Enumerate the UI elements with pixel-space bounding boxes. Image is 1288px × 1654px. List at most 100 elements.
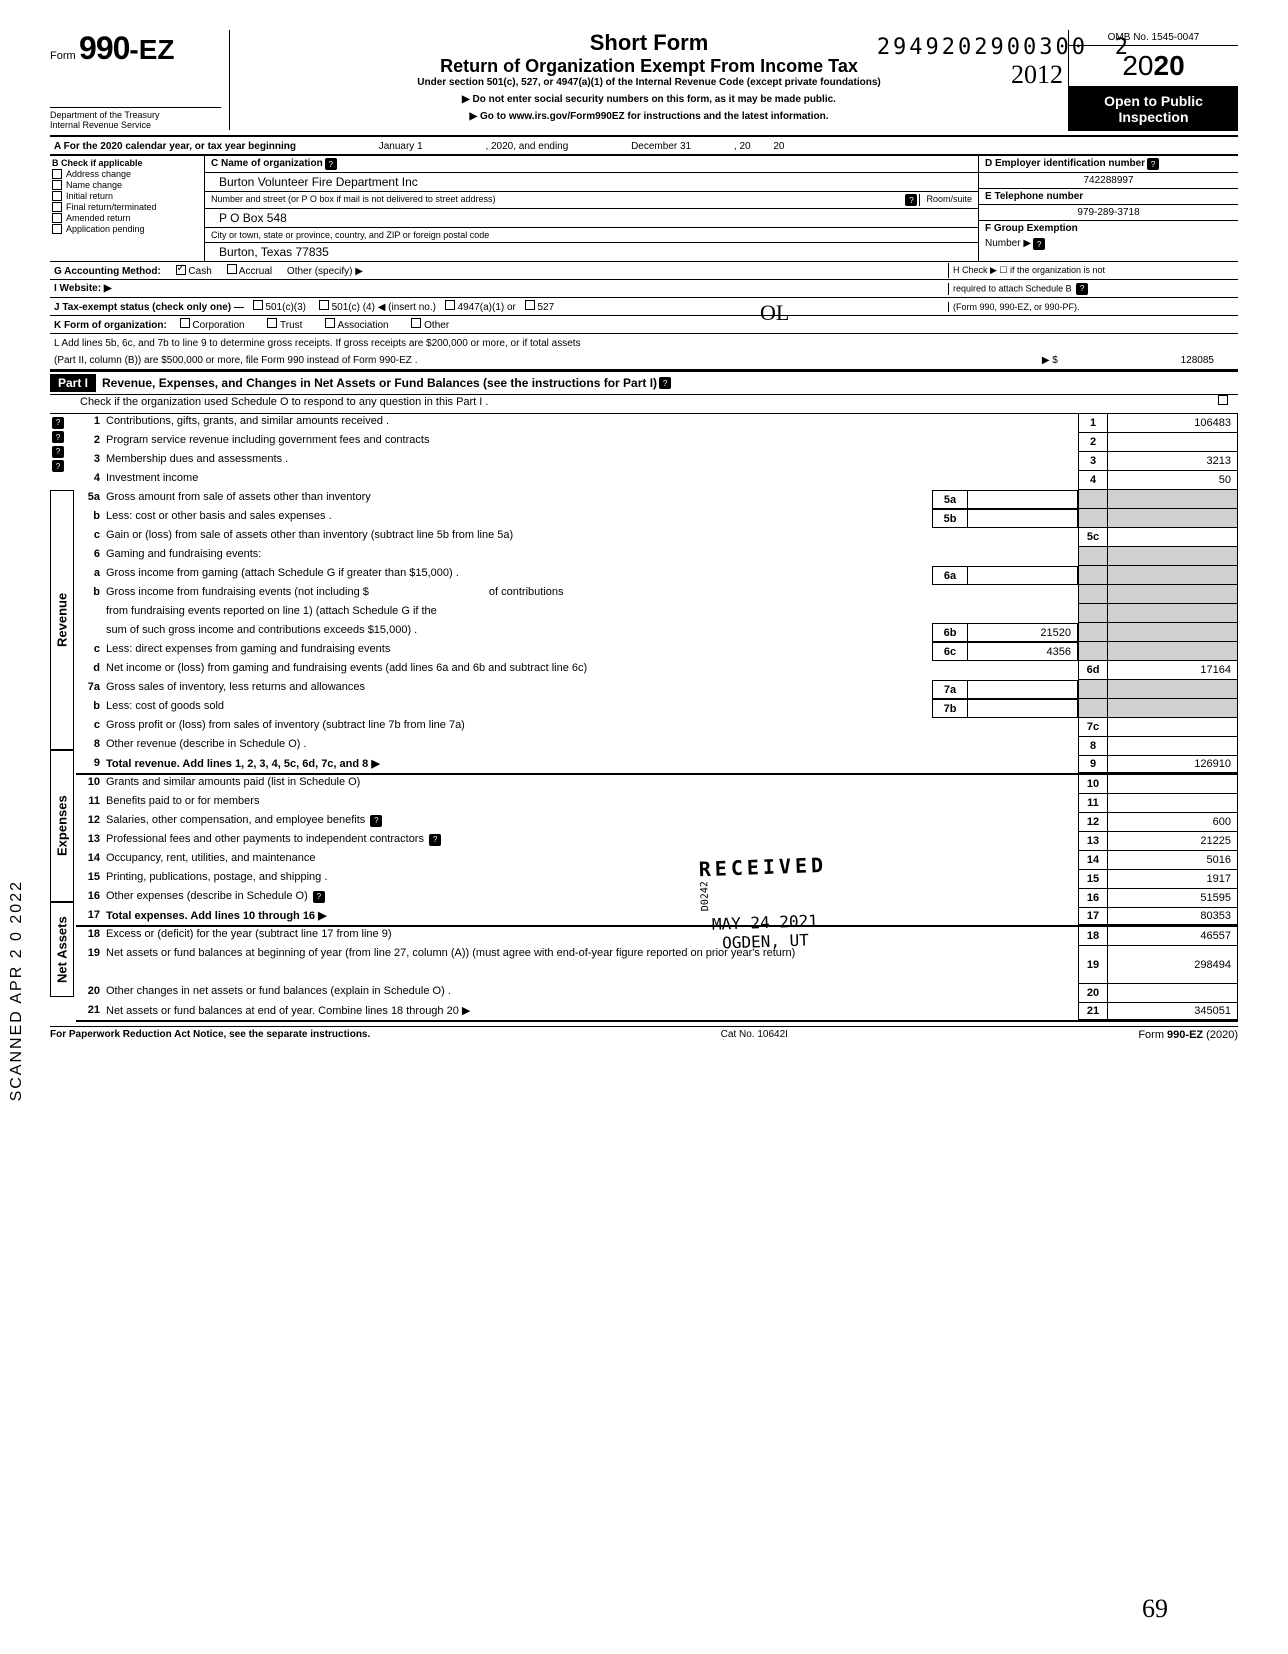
ln-6b-shade2 [1108, 585, 1238, 604]
ln-12-num: 12 [76, 813, 106, 832]
open-public-2: Inspection [1073, 109, 1234, 125]
ln-18-text: Excess or (deficit) for the year (subtra… [106, 927, 1078, 946]
lbl-initial-return: Initial return [66, 191, 113, 201]
ln-5a-shade2 [1108, 490, 1238, 509]
help-icon[interactable]: ? [429, 834, 441, 846]
ln-7c-val [1108, 718, 1238, 737]
cb-amended-return[interactable] [52, 213, 62, 223]
ln-10-box: 10 [1078, 775, 1108, 794]
ln-13-text: Professional fees and other payments to … [106, 833, 424, 845]
ln-9-val: 126910 [1108, 756, 1238, 773]
cb-final-return[interactable] [52, 202, 62, 212]
group-exempt-label: F Group Exemption [985, 223, 1078, 234]
ln-13-num: 13 [76, 832, 106, 851]
section-bcdef: B Check if applicable Address change Nam… [50, 155, 1238, 261]
ln-4-text: Investment income [106, 471, 1078, 490]
ln-14-text: Occupancy, rent, utilities, and maintena… [106, 851, 1078, 870]
ln-13-val: 21225 [1108, 832, 1238, 851]
cb-corp[interactable] [180, 318, 190, 328]
dept-treasury: Department of the Treasury [50, 107, 221, 120]
ssn-notice: ▶ Do not enter social security numbers o… [242, 94, 1056, 105]
lbl-address-change: Address change [66, 169, 131, 179]
ln-5b-shade2 [1108, 509, 1238, 528]
footer-center: Cat No. 10642I [721, 1029, 788, 1041]
cb-501c[interactable] [319, 300, 329, 310]
g-label: G Accounting Method: [54, 266, 161, 277]
ln-11-box: 11 [1078, 794, 1108, 813]
help-icon[interactable]: ? [1147, 158, 1159, 170]
ln-8-text: Other revenue (describe in Schedule O) . [106, 737, 1078, 756]
ln-5b-ibox: 5b [932, 509, 968, 528]
ln-15-text: Printing, publications, postage, and shi… [106, 870, 1078, 889]
ln-18-num: 18 [76, 927, 106, 946]
section-h: H Check ▶ ☐ if the organization is not [948, 263, 1238, 278]
help-icon[interactable]: ? [52, 446, 64, 458]
ln-5c-text: Gain or (loss) from sale of assets other… [106, 528, 1078, 547]
ln-21-num: 21 [76, 1003, 106, 1020]
org-name: Burton Volunteer Fire Department Inc [219, 175, 418, 189]
cb-other-org[interactable] [411, 318, 421, 328]
cb-accrual[interactable] [227, 264, 237, 274]
ln-16-box: 16 [1078, 889, 1108, 908]
cb-cash[interactable] [176, 265, 186, 275]
ln-9-num: 9 [76, 756, 106, 773]
section-b-label: B Check if applicable [52, 158, 202, 168]
ln-6a-ibox: 6a [932, 566, 968, 585]
ln-18-val: 46557 [1108, 927, 1238, 946]
ln-16-text: Other expenses (describe in Schedule O) [106, 890, 308, 902]
ln-6c-text: Less: direct expenses from gaming and fu… [106, 642, 932, 661]
ln-21-box: 21 [1078, 1003, 1108, 1020]
ln-7c-box: 7c [1078, 718, 1108, 737]
lbl-cash: Cash [188, 266, 211, 277]
ln-6b-text2: of contributions [489, 586, 564, 598]
cb-name-change[interactable] [52, 180, 62, 190]
open-public-1: Open to Public [1073, 93, 1234, 109]
j-label: J Tax-exempt status (check only one) — [54, 302, 244, 313]
open-to-public: Open to Public Inspection [1069, 87, 1238, 131]
cb-trust[interactable] [267, 318, 277, 328]
ln-7a-num: 7a [76, 680, 106, 699]
side-expenses: Expenses [50, 750, 74, 902]
help-icon[interactable]: ? [1076, 283, 1088, 295]
help-icon[interactable]: ? [659, 377, 671, 389]
ln-7b-ibox: 7b [932, 699, 968, 718]
help-icon[interactable]: ? [52, 460, 64, 472]
cb-schedule-o[interactable] [1218, 395, 1228, 405]
group-exempt-number: Number ▶ [985, 238, 1031, 250]
help-icon[interactable]: ? [325, 158, 337, 170]
ln-7c-num: c [76, 718, 106, 737]
ln-6-num: 6 [76, 547, 106, 566]
cb-assoc[interactable] [325, 318, 335, 328]
help-icon[interactable]: ? [370, 815, 382, 827]
ln-6d-box: 6d [1078, 661, 1108, 680]
l-value: 128085 [1181, 355, 1214, 366]
received-stamp: RECEIVED D0242 MAY 24 2021 OGDEN, UT [698, 853, 830, 954]
help-icon[interactable]: ? [313, 891, 325, 903]
part1-label: Part I [50, 374, 96, 392]
l-line2: (Part II, column (B)) are $500,000 or mo… [54, 355, 417, 366]
ln-14-val: 5016 [1108, 851, 1238, 870]
ln-1-val: 106483 [1108, 414, 1238, 433]
lbl-accrual: Accrual [239, 266, 272, 277]
cb-address-change[interactable] [52, 169, 62, 179]
cb-4947[interactable] [445, 300, 455, 310]
ln-7a-ival [968, 680, 1078, 699]
footer-right: Form 990-EZ (2020) [1138, 1029, 1238, 1041]
ln-1-box: 1 [1078, 414, 1108, 433]
ln-6a-shade2 [1108, 566, 1238, 585]
help-icon[interactable]: ? [52, 417, 64, 429]
ln-6b-num: b [76, 585, 106, 604]
help-icon[interactable]: ? [905, 194, 917, 206]
ln-2-text: Program service revenue including govern… [106, 433, 1078, 452]
footer: For Paperwork Reduction Act Notice, see … [50, 1026, 1238, 1041]
cb-501c3[interactable] [253, 300, 263, 310]
help-icon[interactable]: ? [1033, 238, 1045, 250]
help-icon[interactable]: ? [52, 431, 64, 443]
ln-17-text: Total expenses. Add lines 10 through 16 [106, 910, 315, 922]
cb-527[interactable] [525, 300, 535, 310]
part1-header: Part I Revenue, Expenses, and Changes in… [50, 370, 1238, 395]
ln-5b-shade [1078, 509, 1108, 528]
cb-initial-return[interactable] [52, 191, 62, 201]
lbl-501c-close: ) ◀ (insert no.) [372, 302, 436, 313]
cb-application-pending[interactable] [52, 224, 62, 234]
